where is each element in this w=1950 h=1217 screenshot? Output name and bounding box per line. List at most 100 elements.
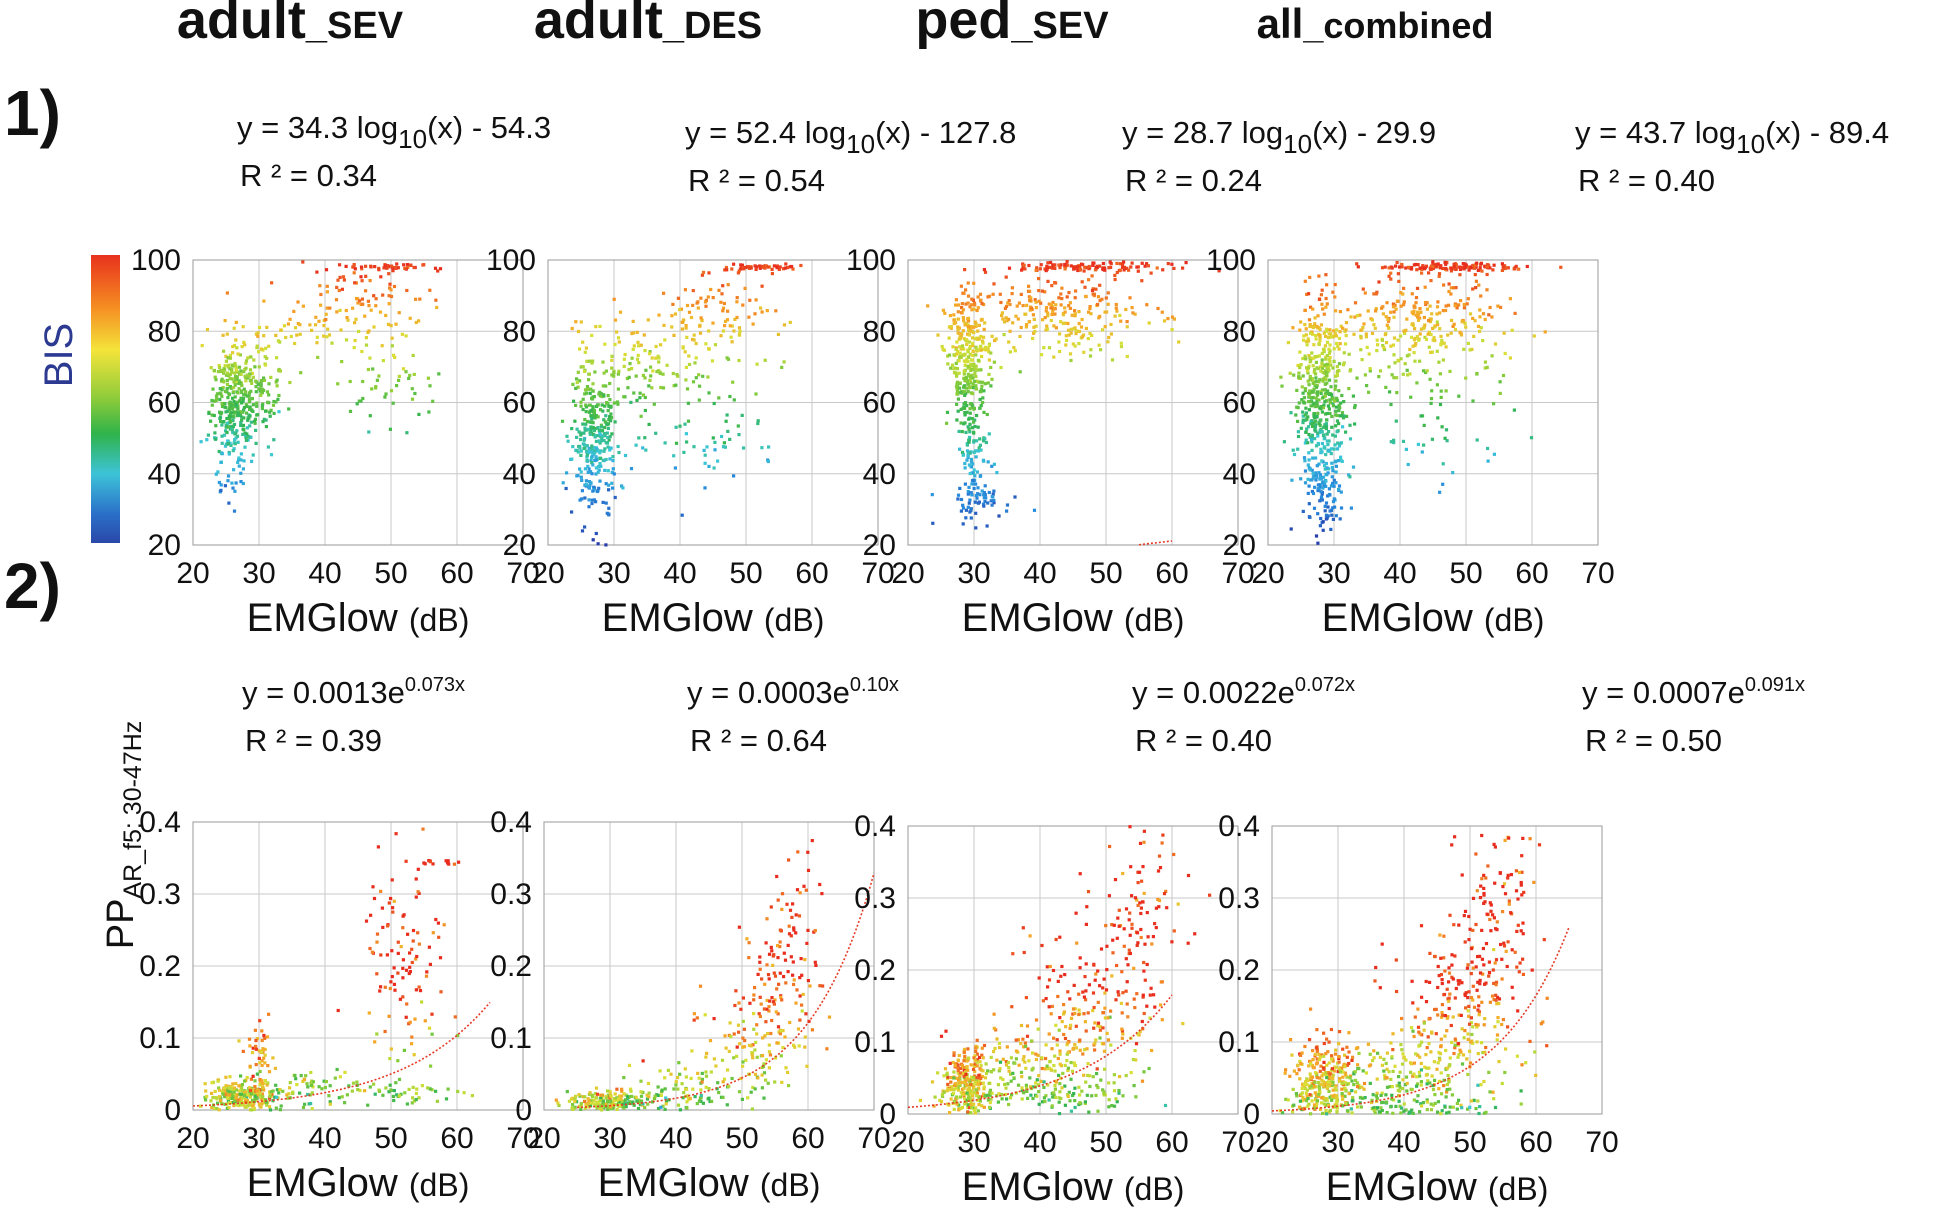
data-point bbox=[226, 1096, 230, 1100]
data-point bbox=[1485, 272, 1489, 277]
data-point bbox=[1324, 453, 1328, 457]
data-point bbox=[1339, 455, 1343, 459]
data-point bbox=[1303, 389, 1307, 393]
data-point bbox=[958, 1071, 963, 1075]
data-point bbox=[1496, 304, 1500, 308]
data-point bbox=[788, 908, 793, 912]
data-point bbox=[1467, 268, 1471, 272]
data-point bbox=[638, 391, 642, 395]
data-point bbox=[1041, 999, 1045, 1003]
data-point bbox=[231, 396, 235, 400]
data-point bbox=[974, 526, 978, 530]
data-point bbox=[1109, 322, 1113, 327]
data-point bbox=[258, 1083, 262, 1087]
data-point bbox=[1402, 300, 1406, 304]
data-point bbox=[1486, 263, 1490, 267]
data-point bbox=[1317, 398, 1321, 402]
data-point bbox=[1444, 262, 1448, 266]
data-point bbox=[1334, 409, 1338, 413]
data-point bbox=[704, 1074, 709, 1078]
data-point bbox=[231, 1094, 235, 1099]
data-point bbox=[234, 364, 238, 368]
data-point bbox=[948, 1111, 952, 1115]
data-point bbox=[791, 902, 795, 906]
data-point bbox=[691, 303, 695, 307]
data-point bbox=[1114, 302, 1118, 307]
data-point bbox=[965, 1083, 969, 1087]
data-point bbox=[607, 483, 611, 487]
data-point bbox=[1330, 513, 1334, 517]
data-point bbox=[1328, 355, 1332, 360]
data-point bbox=[1420, 450, 1424, 454]
data-point bbox=[225, 421, 229, 425]
data-point bbox=[971, 358, 975, 362]
data-point bbox=[700, 1080, 704, 1084]
data-point bbox=[787, 932, 792, 936]
data-point bbox=[1006, 1082, 1010, 1086]
data-point bbox=[577, 1104, 581, 1109]
data-point bbox=[1007, 340, 1011, 344]
data-point bbox=[753, 986, 757, 990]
data-point bbox=[1305, 369, 1310, 373]
data-point bbox=[1413, 359, 1417, 363]
data-point bbox=[741, 446, 746, 450]
data-point bbox=[604, 543, 608, 547]
x-tick-label: 50 bbox=[374, 1122, 407, 1155]
data-point bbox=[594, 325, 598, 329]
data-point bbox=[692, 1012, 696, 1016]
data-point bbox=[1543, 330, 1547, 334]
data-point bbox=[1305, 418, 1309, 422]
data-point bbox=[222, 380, 226, 384]
data-point bbox=[1303, 413, 1307, 417]
data-point bbox=[615, 330, 619, 334]
data-point bbox=[1166, 317, 1170, 321]
data-point bbox=[967, 463, 971, 467]
data-point bbox=[971, 382, 975, 386]
data-point bbox=[348, 379, 352, 384]
data-point bbox=[1328, 398, 1332, 402]
data-point bbox=[974, 1049, 978, 1053]
data-point bbox=[967, 501, 971, 505]
data-point bbox=[717, 1091, 721, 1095]
data-point bbox=[1049, 260, 1053, 265]
data-point bbox=[262, 376, 266, 380]
x-axis-label: EMGlow (dB) bbox=[602, 596, 825, 640]
data-point bbox=[687, 354, 691, 358]
data-point bbox=[1006, 301, 1010, 305]
data-point bbox=[1301, 391, 1305, 395]
data-point bbox=[350, 1089, 354, 1093]
data-point bbox=[963, 1097, 967, 1101]
data-point bbox=[1045, 965, 1049, 969]
data-point bbox=[739, 1076, 743, 1081]
data-point bbox=[1339, 324, 1343, 328]
data-point bbox=[762, 1096, 766, 1100]
data-point bbox=[1417, 338, 1421, 342]
data-point bbox=[594, 472, 598, 476]
data-point bbox=[1142, 1070, 1146, 1074]
data-point bbox=[1030, 1039, 1034, 1043]
data-point bbox=[389, 896, 393, 901]
data-point bbox=[1145, 1004, 1149, 1008]
data-point bbox=[604, 1096, 608, 1100]
data-point bbox=[392, 284, 397, 289]
data-point bbox=[1082, 333, 1086, 337]
data-point bbox=[1338, 342, 1342, 346]
data-point bbox=[388, 286, 392, 290]
data-point bbox=[270, 281, 274, 285]
data-point bbox=[627, 367, 631, 372]
data-point bbox=[972, 301, 977, 305]
data-point bbox=[1060, 1086, 1064, 1090]
data-point bbox=[1096, 302, 1100, 307]
data-point bbox=[426, 376, 430, 380]
data-point bbox=[1060, 964, 1064, 969]
data-point bbox=[258, 1069, 262, 1074]
data-point bbox=[274, 1083, 278, 1087]
data-point bbox=[249, 1077, 253, 1081]
data-point bbox=[593, 427, 597, 431]
data-point bbox=[1053, 1087, 1057, 1091]
data-point bbox=[255, 1091, 259, 1095]
y-tick-label: 40 bbox=[148, 458, 181, 491]
data-point bbox=[225, 386, 229, 391]
data-point bbox=[1104, 296, 1108, 300]
data-point bbox=[1303, 441, 1307, 445]
